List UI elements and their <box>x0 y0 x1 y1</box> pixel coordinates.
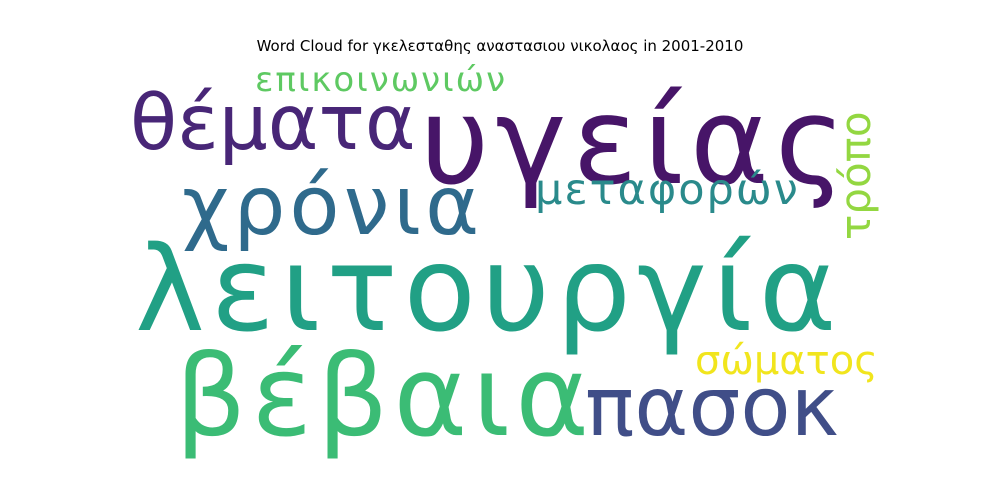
word-4: χρόνια <box>182 159 483 254</box>
word-9: σώματος <box>695 338 878 384</box>
word-7: μεταφορών <box>535 165 800 215</box>
word-2: υγείας <box>420 73 851 212</box>
word-5: πασοκ <box>585 360 839 455</box>
word-10: τρόπο <box>831 111 880 240</box>
chart-title: Word Cloud for γκελεσταθης αναστασιου νι… <box>256 37 744 55</box>
word-3: βέβαια <box>175 332 594 462</box>
word-8: επικοινωνιών <box>255 60 507 100</box>
word-1: λειτουργία <box>135 220 843 358</box>
word-6: θέματα <box>130 79 416 168</box>
